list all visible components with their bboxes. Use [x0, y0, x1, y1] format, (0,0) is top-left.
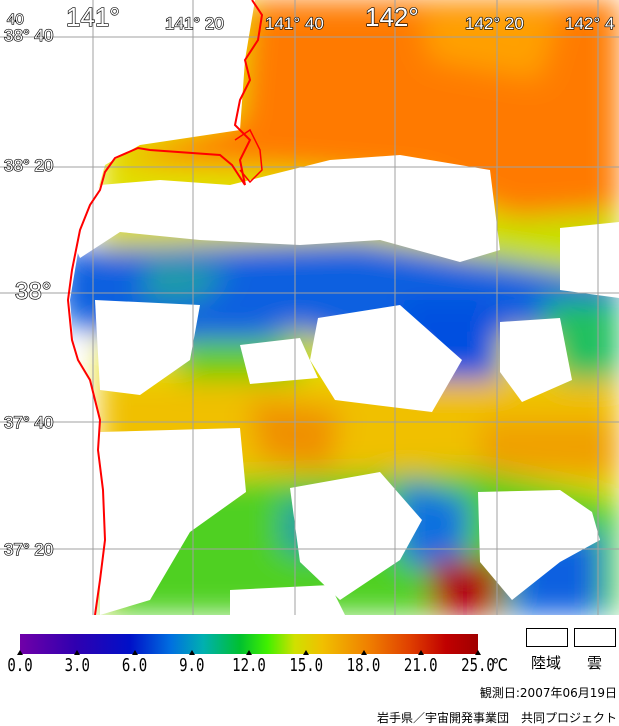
grid: [0, 0, 619, 615]
tick-label: 6.0: [121, 656, 148, 676]
tick-label: 12.0: [232, 656, 266, 676]
land-swatch: [526, 628, 568, 647]
tick-label: 21.0: [403, 656, 438, 676]
lat-label: 38°: [15, 278, 51, 305]
lat-label: 37° 20: [4, 540, 53, 559]
tick-label: 15.0: [289, 656, 324, 676]
tick-mark: [188, 650, 195, 655]
tick-mark: [17, 650, 23, 655]
lat-label: 37° 40: [4, 413, 53, 432]
tick-label: 18.0: [346, 656, 381, 676]
tick-mark: [246, 650, 252, 655]
tick-label: 9.0: [179, 656, 205, 676]
lat-labels: 38° 40 38° 20 38° 37° 40 37° 20: [3, 25, 54, 559]
observation-date: 観測日:2007年06月19日: [479, 686, 617, 700]
colorbar: [20, 634, 478, 654]
lon-label: 142° 20: [465, 14, 524, 33]
lon-label: 142°: [365, 2, 419, 32]
lon-labels: 141° 141° 20 141° 40 142° 142° 20 142° 4…: [6, 1, 615, 33]
tick-mark: [360, 650, 367, 655]
credit: 岩手県／宇宙開発事業団 共同プロジェクト: [376, 711, 617, 725]
lon-label: 141° 20: [165, 14, 224, 33]
coastline: [66, 0, 264, 615]
islands-coast: [234, 128, 263, 184]
unit-label: ℃: [492, 656, 508, 676]
lat-label: 38° 40: [4, 26, 53, 45]
tick-mark: [74, 650, 81, 655]
cloud-legend-label: 雲: [587, 654, 603, 672]
land-and-clouds: [0, 0, 619, 615]
tick-mark: [475, 650, 481, 655]
sst-map: 141° 141° 20 141° 40 142° 142° 20 142° 4…: [0, 0, 619, 615]
corner-label: 40: [7, 11, 24, 28]
land-legend-label: 陸域: [531, 654, 562, 672]
tick-mark: [131, 650, 138, 655]
lon-label: 141°: [66, 2, 120, 32]
tick-mark: [417, 650, 424, 655]
tick-label: 3.0: [64, 656, 90, 676]
tick-mark: [303, 650, 310, 655]
lon-label: 142° 4: [565, 14, 614, 33]
cloud-swatch: [574, 628, 616, 647]
tick-label: 25.0: [461, 656, 495, 676]
tick-label: 0.0: [7, 656, 33, 676]
lat-label: 38° 20: [4, 156, 53, 175]
lon-label: 141° 40: [265, 14, 324, 33]
